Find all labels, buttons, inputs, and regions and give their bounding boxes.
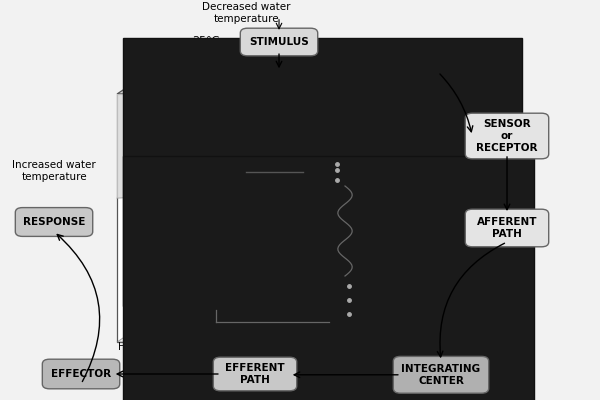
Text: RESPONSE: RESPONSE <box>23 217 85 227</box>
Text: 30°C: 30°C <box>141 207 168 217</box>
FancyBboxPatch shape <box>16 208 93 236</box>
FancyBboxPatch shape <box>466 113 549 159</box>
Text: Wire to heater: Wire to heater <box>199 342 270 352</box>
FancyBboxPatch shape <box>43 359 120 389</box>
Polygon shape <box>117 72 441 94</box>
FancyBboxPatch shape <box>214 357 297 391</box>
Text: Increased water
temperature: Increased water temperature <box>12 160 96 182</box>
Text: 25°C: 25°C <box>191 36 219 46</box>
Text: Thermometer: Thermometer <box>385 103 453 113</box>
Text: EFFERENT
PATH: EFFERENT PATH <box>225 363 285 385</box>
Text: AFFERENT
PATH: AFFERENT PATH <box>477 217 537 239</box>
Polygon shape <box>216 76 282 140</box>
FancyBboxPatch shape <box>241 28 318 56</box>
Text: Wire: Wire <box>431 197 453 207</box>
FancyBboxPatch shape <box>394 356 489 393</box>
Text: Heater: Heater <box>118 342 152 352</box>
FancyBboxPatch shape <box>123 156 534 400</box>
Polygon shape <box>117 94 408 198</box>
Text: INTEGRATING
CENTER: INTEGRATING CENTER <box>401 364 481 386</box>
Text: Decreased water
temperature: Decreased water temperature <box>202 2 290 24</box>
FancyBboxPatch shape <box>123 38 522 306</box>
Text: SENSOR
or
RECEPTOR: SENSOR or RECEPTOR <box>476 119 538 152</box>
FancyBboxPatch shape <box>466 209 549 247</box>
Text: STIMULUS: STIMULUS <box>249 37 309 47</box>
Polygon shape <box>129 236 225 280</box>
Polygon shape <box>117 94 408 342</box>
Text: EFFECTOR: EFFECTOR <box>51 369 111 379</box>
Polygon shape <box>408 72 441 342</box>
Text: Control box: Control box <box>311 342 367 352</box>
Polygon shape <box>117 320 441 342</box>
